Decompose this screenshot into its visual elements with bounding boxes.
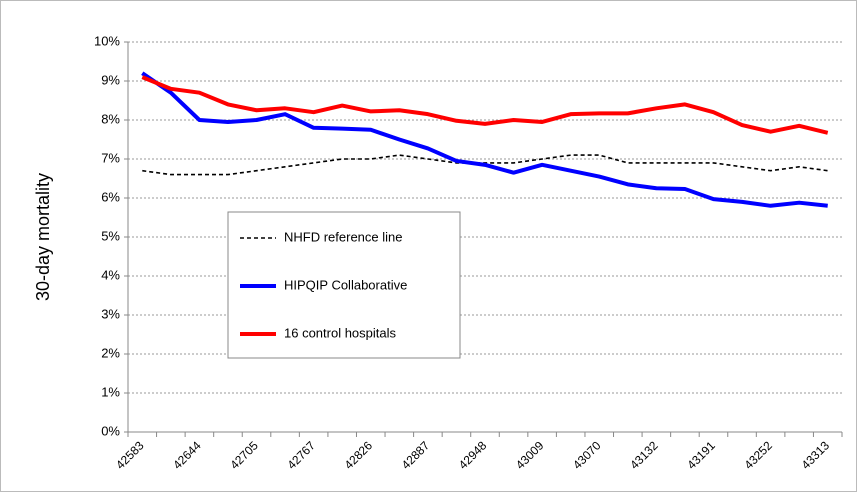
legend-label: HIPQIP Collaborative xyxy=(284,277,407,292)
legend-label: NHFD reference line xyxy=(284,229,403,244)
y-tick-label: 3% xyxy=(101,306,120,321)
y-axis-label: 30-day mortality xyxy=(33,173,53,301)
y-tick-label: 10% xyxy=(94,33,120,48)
y-tick-label: 0% xyxy=(101,423,120,438)
y-tick-label: 8% xyxy=(101,111,120,126)
legend-label: 16 control hospitals xyxy=(284,325,397,340)
series-line xyxy=(141,75,829,135)
y-tick-label: 7% xyxy=(101,150,120,165)
y-tick-label: 9% xyxy=(101,72,120,87)
series-line xyxy=(141,71,828,208)
y-tick-label: 2% xyxy=(101,345,120,360)
y-tick-label: 6% xyxy=(101,189,120,204)
y-tick-label: 1% xyxy=(101,384,120,399)
legend: NHFD reference line HIPQIP Collaborative 1… xyxy=(227,211,461,359)
y-tick-label: 5% xyxy=(101,228,120,243)
y-tick-label: 4% xyxy=(101,267,120,282)
